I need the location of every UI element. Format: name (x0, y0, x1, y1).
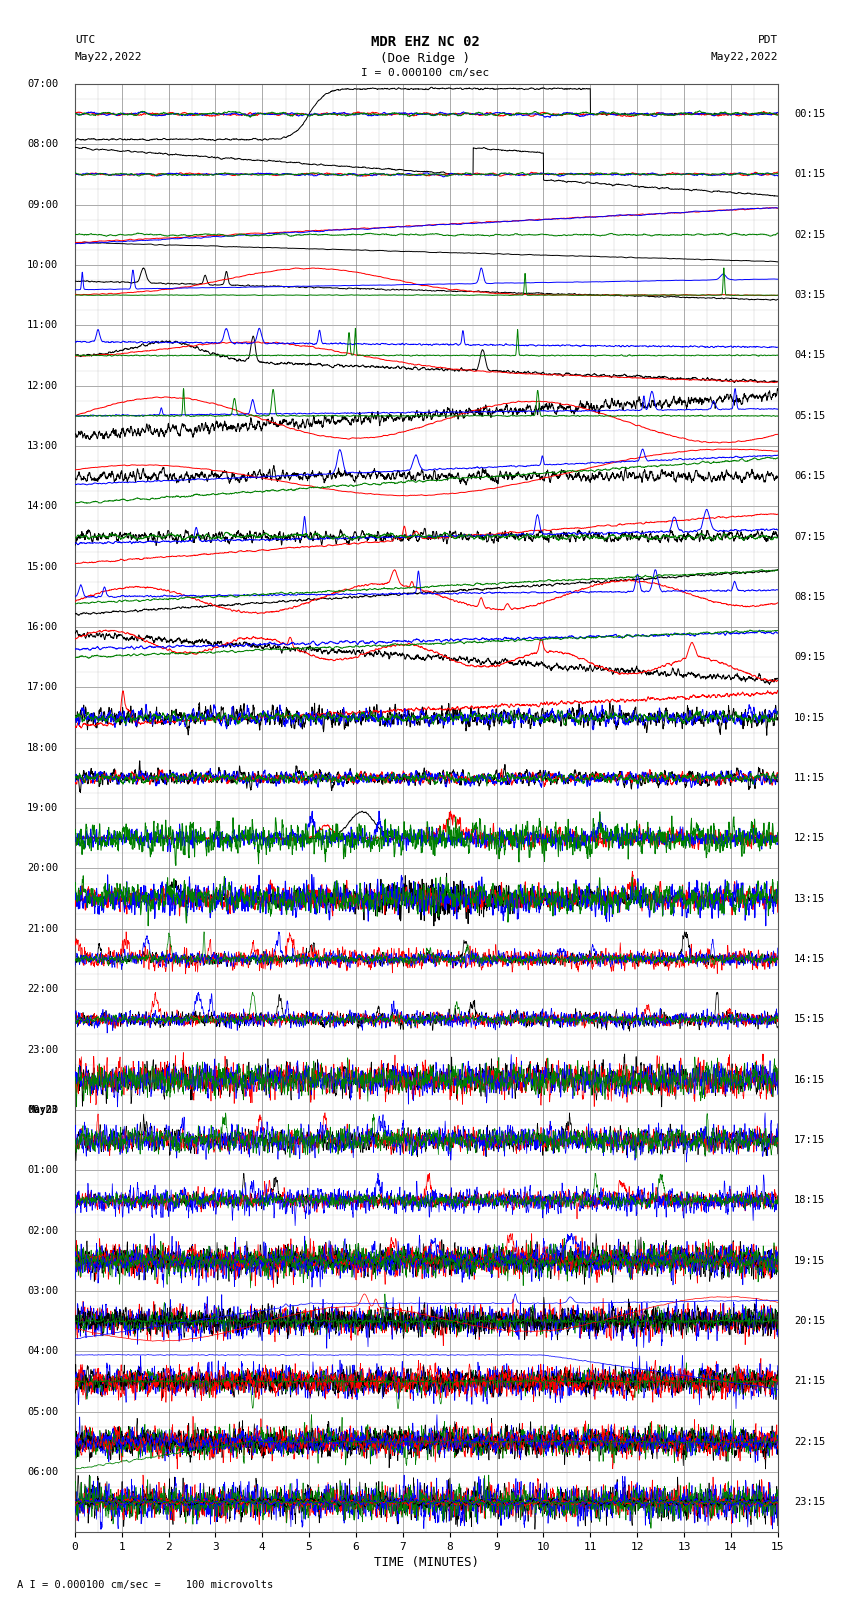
X-axis label: TIME (MINUTES): TIME (MINUTES) (374, 1557, 479, 1569)
Text: 08:00: 08:00 (27, 139, 59, 150)
Text: 17:00: 17:00 (27, 682, 59, 692)
Text: 09:00: 09:00 (27, 200, 59, 210)
Text: 16:15: 16:15 (794, 1074, 825, 1084)
Text: 21:00: 21:00 (27, 924, 59, 934)
Text: 19:00: 19:00 (27, 803, 59, 813)
Text: 19:15: 19:15 (794, 1257, 825, 1266)
Text: 02:15: 02:15 (794, 229, 825, 240)
Text: 22:00: 22:00 (27, 984, 59, 994)
Text: 21:15: 21:15 (794, 1376, 825, 1387)
Text: 14:00: 14:00 (27, 502, 59, 511)
Text: 17:15: 17:15 (794, 1136, 825, 1145)
Text: 00:00: 00:00 (27, 1105, 59, 1115)
Text: 13:15: 13:15 (794, 894, 825, 903)
Text: MDR EHZ NC 02: MDR EHZ NC 02 (371, 35, 479, 50)
Text: 06:00: 06:00 (27, 1466, 59, 1478)
Text: 03:15: 03:15 (794, 290, 825, 300)
Text: 18:00: 18:00 (27, 742, 59, 753)
Text: 06:15: 06:15 (794, 471, 825, 481)
Text: 00:15: 00:15 (794, 110, 825, 119)
Text: 03:00: 03:00 (27, 1286, 59, 1295)
Text: UTC: UTC (75, 35, 95, 45)
Text: 16:00: 16:00 (27, 623, 59, 632)
Text: 05:15: 05:15 (794, 411, 825, 421)
Text: 23:15: 23:15 (794, 1497, 825, 1507)
Text: 18:15: 18:15 (794, 1195, 825, 1205)
Text: 13:00: 13:00 (27, 440, 59, 452)
Text: May23: May23 (29, 1105, 59, 1115)
Text: 02:00: 02:00 (27, 1226, 59, 1236)
Text: 23:00: 23:00 (27, 1045, 59, 1055)
Text: 01:15: 01:15 (794, 169, 825, 179)
Text: 04:00: 04:00 (27, 1347, 59, 1357)
Text: A I = 0.000100 cm/sec =    100 microvolts: A I = 0.000100 cm/sec = 100 microvolts (17, 1581, 273, 1590)
Text: 22:15: 22:15 (794, 1437, 825, 1447)
Text: 10:15: 10:15 (794, 713, 825, 723)
Text: May22,2022: May22,2022 (711, 52, 778, 61)
Text: 15:00: 15:00 (27, 561, 59, 571)
Text: 07:00: 07:00 (27, 79, 59, 89)
Text: 05:00: 05:00 (27, 1407, 59, 1416)
Text: 15:15: 15:15 (794, 1015, 825, 1024)
Text: 07:15: 07:15 (794, 532, 825, 542)
Text: PDT: PDT (757, 35, 778, 45)
Text: 12:15: 12:15 (794, 834, 825, 844)
Text: 04:15: 04:15 (794, 350, 825, 360)
Text: 09:15: 09:15 (794, 652, 825, 663)
Text: 20:15: 20:15 (794, 1316, 825, 1326)
Text: 08:15: 08:15 (794, 592, 825, 602)
Text: 14:15: 14:15 (794, 953, 825, 965)
Text: May22,2022: May22,2022 (75, 52, 142, 61)
Text: 20:00: 20:00 (27, 863, 59, 874)
Text: 12:00: 12:00 (27, 381, 59, 390)
Text: 01:00: 01:00 (27, 1165, 59, 1176)
Text: 10:00: 10:00 (27, 260, 59, 269)
Text: 11:15: 11:15 (794, 773, 825, 782)
Text: I = 0.000100 cm/sec: I = 0.000100 cm/sec (361, 68, 489, 77)
Text: 11:00: 11:00 (27, 321, 59, 331)
Text: (Doe Ridge ): (Doe Ridge ) (380, 52, 470, 65)
